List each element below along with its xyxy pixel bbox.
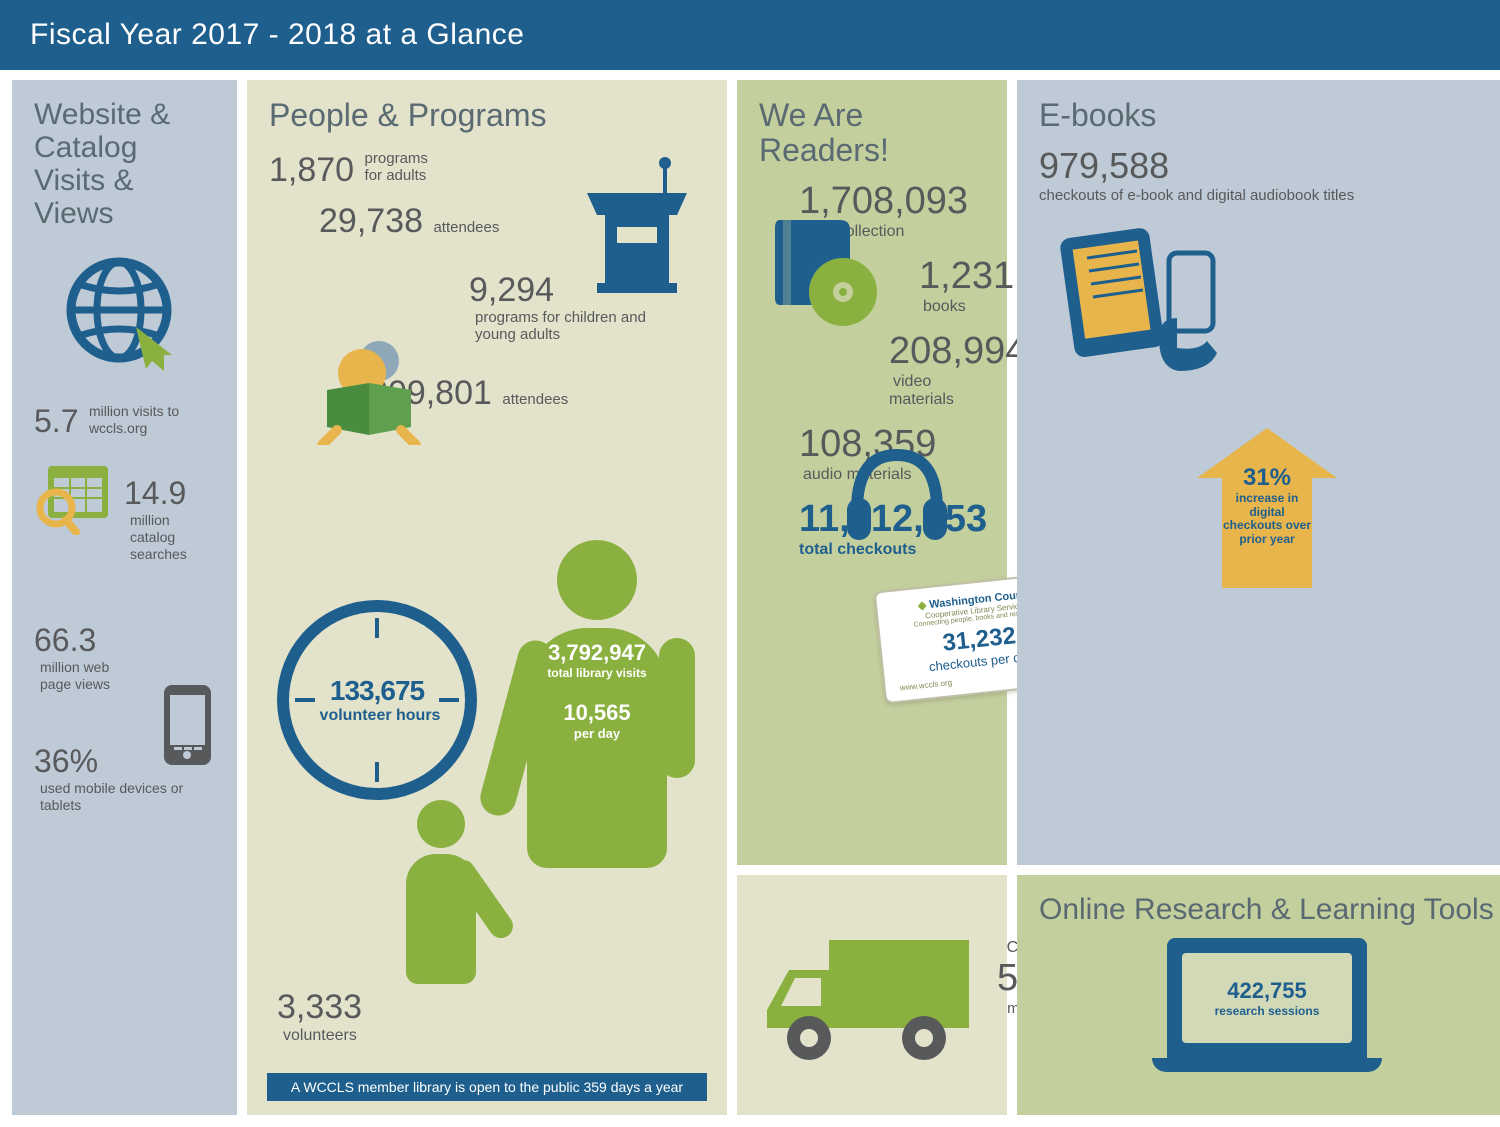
laptop-icon: 422,755 research sessions bbox=[1167, 938, 1367, 1072]
searches-num: 14.9 bbox=[124, 475, 186, 512]
attendees1-label: attendees bbox=[433, 219, 499, 236]
volunteer-hours-clock: 133,675 volunteer hours bbox=[277, 600, 477, 800]
mobile-phone-icon bbox=[160, 683, 215, 768]
vol-label: volunteers bbox=[283, 1027, 362, 1045]
website-panel: Website & Catalog Visits & Views 5.7 mil… bbox=[12, 80, 237, 1115]
calendar-magnify-icon bbox=[34, 460, 114, 535]
ebooks-title: E-books bbox=[1039, 98, 1495, 133]
adult-prog-num: 1,870 bbox=[269, 151, 354, 189]
readers-panel: We Are Readers! 1,708,093 total collecti… bbox=[737, 80, 1007, 865]
attendees1-num: 29,738 bbox=[319, 202, 423, 240]
video-label: video materials bbox=[889, 373, 954, 408]
books-label: books bbox=[923, 298, 966, 315]
searches-label: million catalog searches bbox=[130, 512, 210, 562]
child-prog-label: programs for children and young adults bbox=[475, 310, 655, 343]
volunteers-stat: 3,333 volunteers bbox=[277, 988, 362, 1045]
child-reading-icon bbox=[307, 335, 437, 445]
visits-num: 5.7 bbox=[34, 403, 78, 440]
header-title: Fiscal Year 2017 - 2018 at a Glance bbox=[30, 18, 524, 51]
website-title: Website & Catalog Visits & Views bbox=[34, 98, 215, 230]
arrow-text: increase in digital checkouts over prior… bbox=[1222, 492, 1312, 547]
truck-icon bbox=[759, 920, 979, 1070]
perday-num: 10,565 bbox=[497, 700, 697, 726]
tablet-phone-icon bbox=[1059, 223, 1239, 373]
adult-prog-label: programs for adults bbox=[365, 151, 445, 184]
page-header: Fiscal Year 2017 - 2018 at a Glance bbox=[0, 0, 1500, 70]
attendees2-label: attendees bbox=[502, 391, 568, 408]
podium-icon bbox=[577, 155, 697, 295]
readers-title: We Are Readers! bbox=[759, 98, 985, 168]
increase-arrow: 31% increase in digital checkouts over p… bbox=[1039, 478, 1495, 588]
arrow-pct: 31% bbox=[1222, 464, 1312, 492]
child-prog-num: 9,294 bbox=[469, 271, 554, 309]
headphones-icon bbox=[837, 440, 957, 550]
book-disc-icon bbox=[765, 210, 885, 330]
visits-num: 3,792,947 bbox=[497, 640, 697, 666]
research-title: Online Research & Learning Tools bbox=[1039, 893, 1495, 926]
visits-label: total library visits bbox=[497, 666, 697, 680]
pageviews-label: million web page views bbox=[40, 659, 140, 693]
people-title: People & Programs bbox=[269, 98, 705, 133]
vol-hours-num: 133,675 bbox=[330, 675, 424, 707]
pageviews-num: 66.3 bbox=[34, 622, 96, 659]
video-num: 208,994 bbox=[889, 330, 1026, 372]
ebooks-panel: E-books 979,588 checkouts of e-book and … bbox=[1017, 80, 1500, 865]
research-panel: Online Research & Learning Tools 422,755… bbox=[1017, 875, 1500, 1115]
adult-figure-icon: 3,792,947 total library visits 10,565 pe… bbox=[497, 540, 697, 910]
mobile-label: used mobile devices or tablets bbox=[40, 780, 190, 814]
people-panel: People & Programs 1,870 programs for adu… bbox=[247, 80, 727, 1115]
child-figure-icon bbox=[417, 800, 476, 984]
ebooks-num: 979,588 bbox=[1039, 145, 1495, 187]
globe-icon bbox=[64, 255, 184, 375]
vol-hours-label: volunteer hours bbox=[320, 707, 441, 725]
visits-label: million visits to wccls.org bbox=[89, 403, 189, 437]
perday-label: per day bbox=[497, 726, 697, 741]
content-grid: Website & Catalog Visits & Views 5.7 mil… bbox=[0, 70, 1500, 1127]
research-num: 422,755 bbox=[1227, 978, 1307, 1004]
ebooks-label: checkouts of e-book and digital audioboo… bbox=[1039, 187, 1495, 205]
courier-panel: Courier drove 52,675 miles between the l… bbox=[737, 875, 1007, 1115]
footer-bar: A WCCLS member library is open to the pu… bbox=[267, 1073, 707, 1101]
research-label: research sessions bbox=[1215, 1004, 1320, 1018]
mobile-num: 36% bbox=[34, 743, 98, 780]
vol-num: 3,333 bbox=[277, 988, 362, 1026]
